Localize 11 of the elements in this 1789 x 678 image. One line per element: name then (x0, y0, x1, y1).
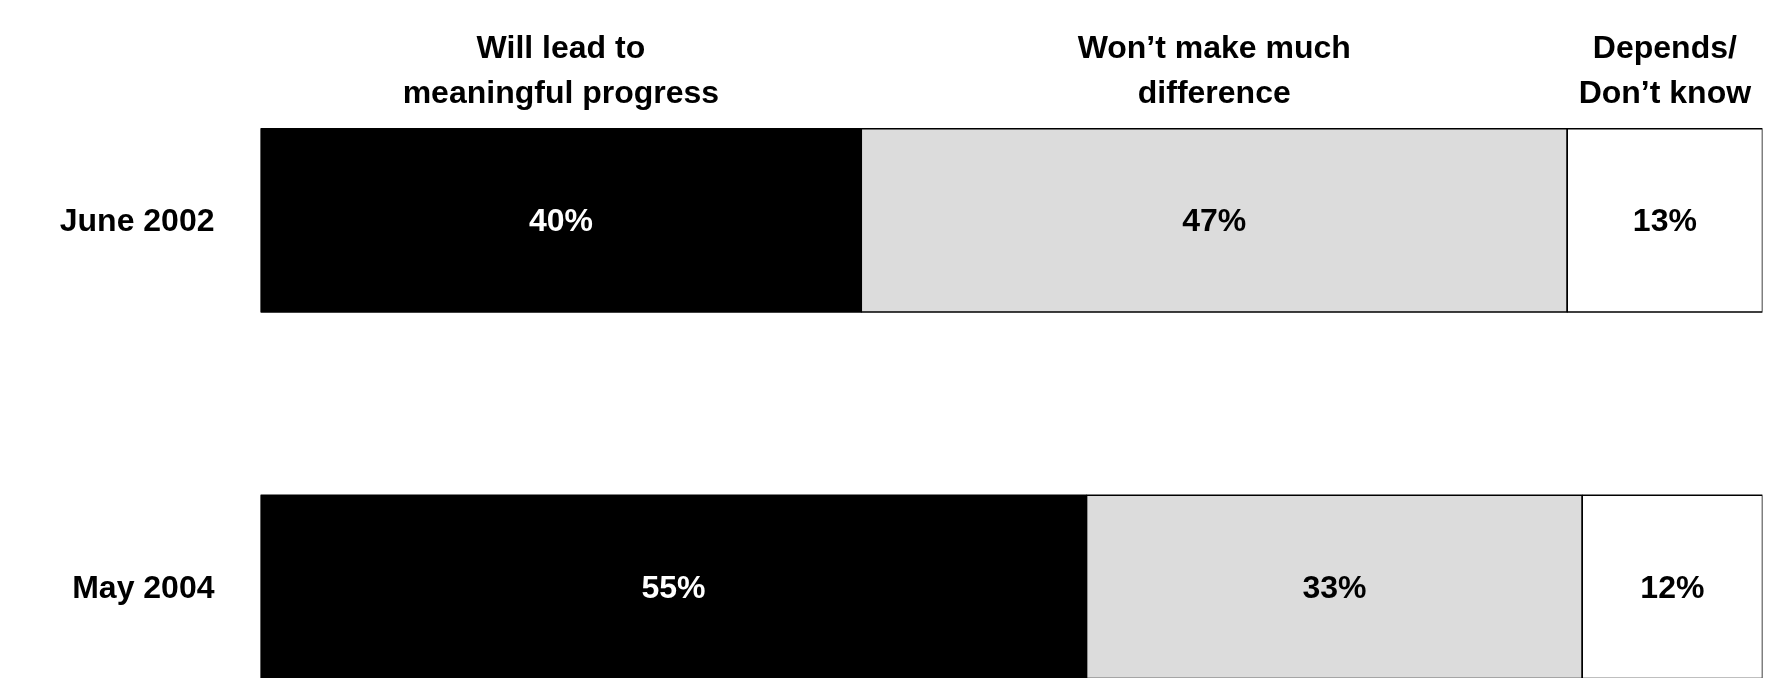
y-tick-label: May 2004 (72, 568, 215, 605)
data-label: 47% (1182, 202, 1247, 239)
data-label: 55% (641, 568, 706, 605)
series-label: Depends/ Don’t know (1578, 29, 1752, 111)
series-label: Won’t make much difference (1077, 29, 1351, 111)
data-label: 13% (1632, 202, 1697, 239)
data-label: 12% (1640, 568, 1705, 605)
data-label: 33% (1302, 568, 1367, 605)
y-tick-label: June 2002 (59, 202, 215, 239)
series-label: Will lead to meaningful progress (402, 29, 720, 111)
data-label: 40% (528, 202, 593, 239)
